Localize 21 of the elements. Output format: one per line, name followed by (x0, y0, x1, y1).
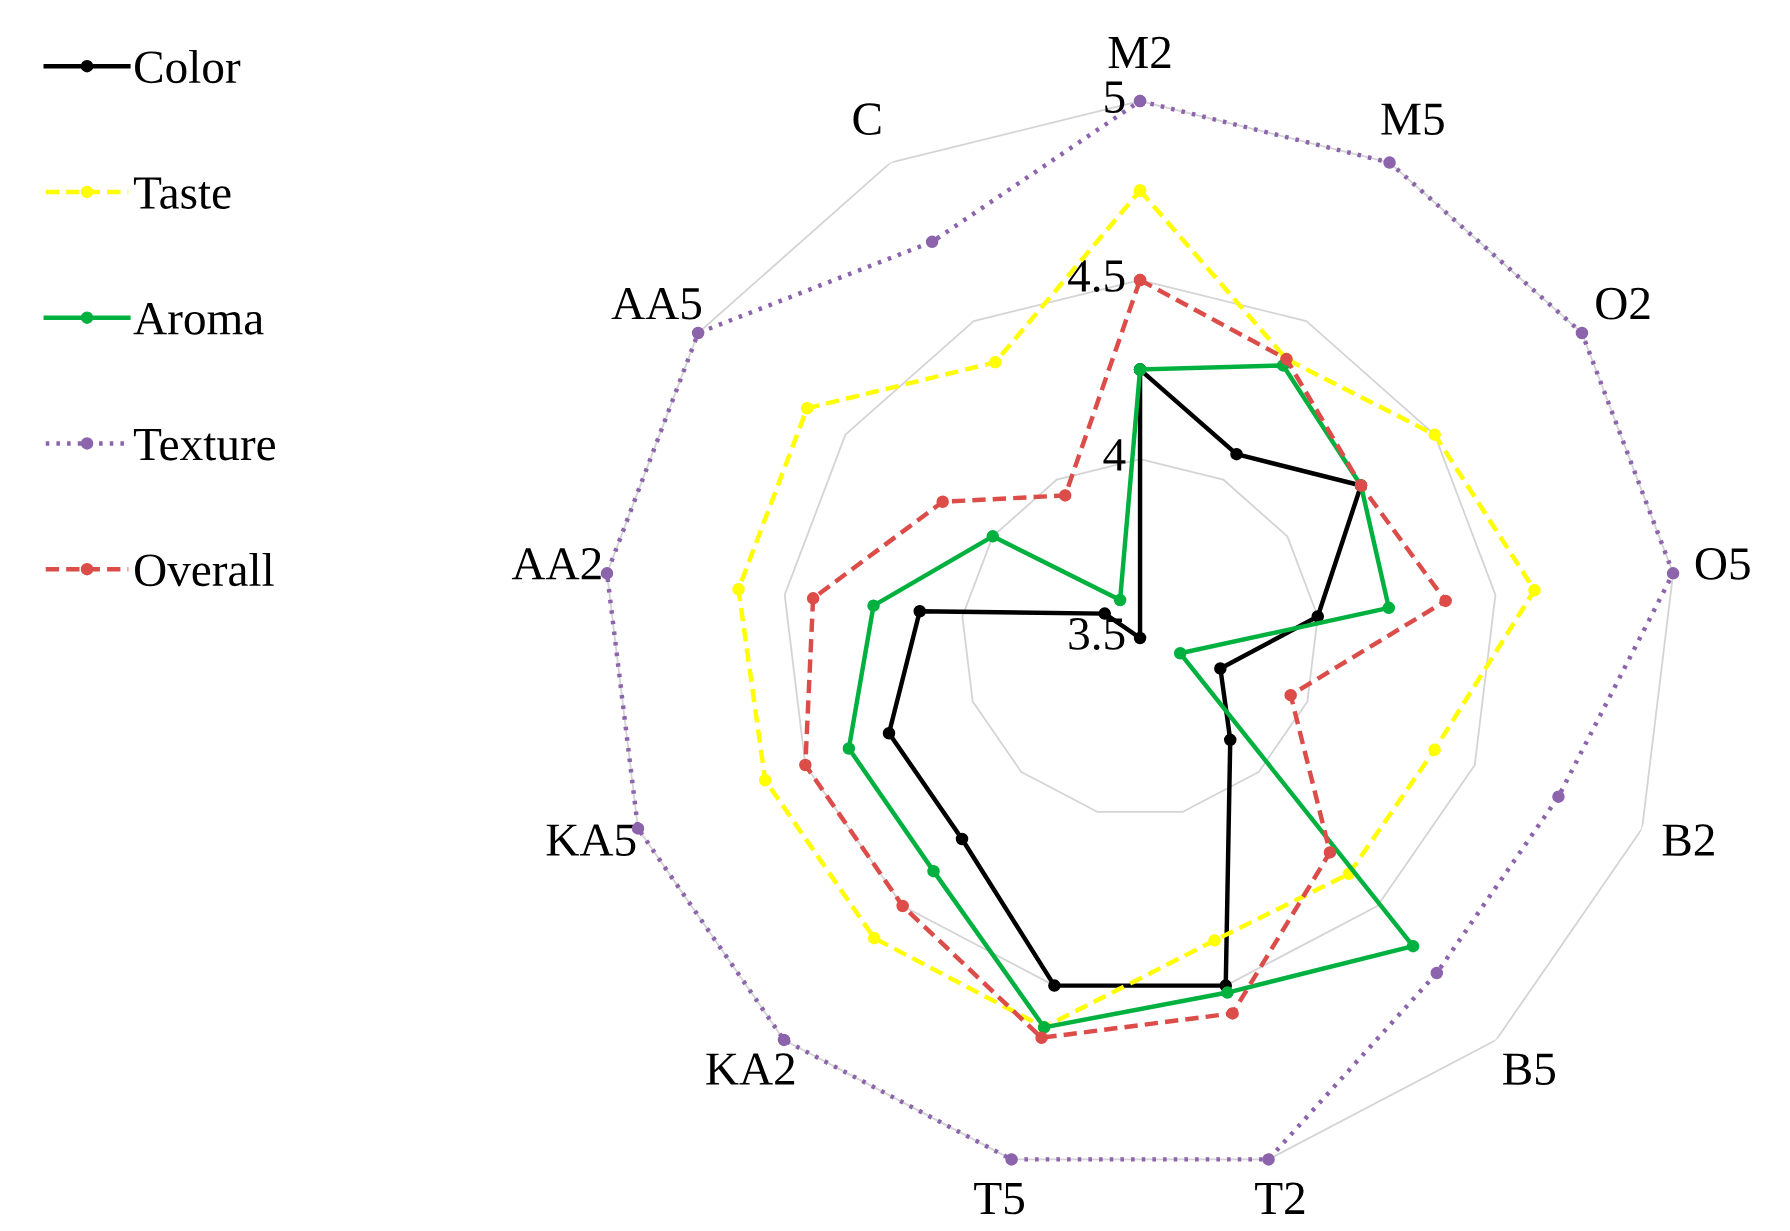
spoke-label: O2 (1596, 287, 1650, 320)
spoke-label: T5 (974, 1182, 1024, 1215)
spoke-label: B2 (1662, 824, 1714, 856)
y-tick-label: 4.5 (1068, 260, 1125, 293)
legend-label: Taste (133, 177, 231, 209)
legend-label: Overall (135, 552, 274, 587)
y-tick-label: 5 (1105, 81, 1125, 113)
spoke-label: KA2 (706, 1053, 795, 1085)
spoke-label: T2 (1255, 1182, 1305, 1214)
spoke-label: AA2 (511, 548, 601, 580)
spoke-label: M2 (1108, 36, 1171, 68)
spoke-label: M5 (1381, 103, 1444, 136)
legend-label: Color (135, 49, 241, 84)
legend-label: Texture (133, 429, 275, 461)
spoke-label: O5 (1695, 548, 1750, 580)
y-tick-label: 4 (1103, 439, 1126, 471)
spoke-label: KA5 (546, 824, 636, 857)
spoke-label: C (853, 103, 881, 136)
legend-label: Aroma (133, 303, 264, 335)
spoke-label: B5 (1503, 1053, 1555, 1086)
spoke-label: AA5 (611, 287, 702, 320)
